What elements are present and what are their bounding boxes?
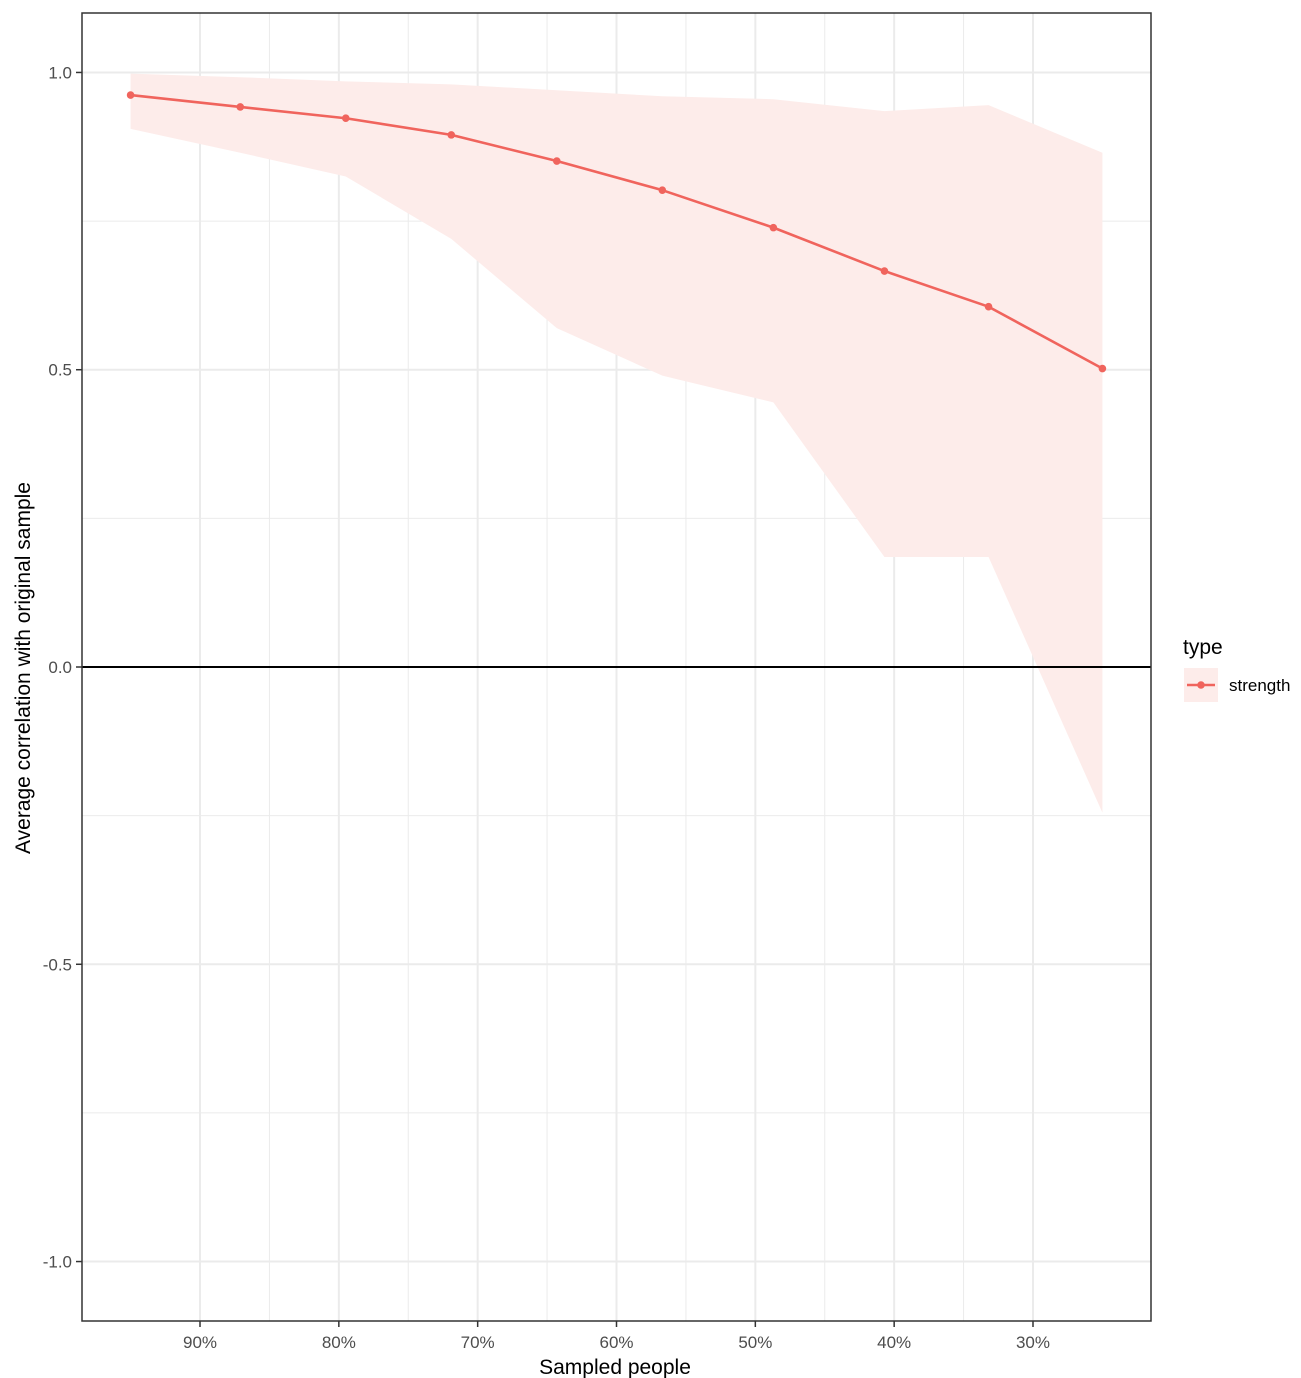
y-tick-label: -1.0 xyxy=(43,1253,72,1272)
legend-entry: strength xyxy=(1184,668,1290,702)
data-point xyxy=(769,223,778,232)
series-points xyxy=(126,91,1107,373)
data-point xyxy=(553,157,561,165)
confidence-band xyxy=(130,73,1103,813)
data-point xyxy=(447,131,456,139)
y-axis-ticks: 1.0 0.5 0.0 -0.5 -1.0 xyxy=(43,63,82,1272)
x-tick-label: 90% xyxy=(183,1333,217,1352)
x-tick-label: 60% xyxy=(599,1333,633,1352)
legend-label: strength xyxy=(1229,676,1290,695)
x-tick-label: 50% xyxy=(738,1333,772,1352)
ribbon-strength xyxy=(130,73,1103,813)
x-tick-label: 80% xyxy=(322,1333,356,1352)
x-axis-ticks: 90% 80% 70% 60% 50% 40% 30% xyxy=(183,1321,1050,1352)
x-axis-title: Sampled people xyxy=(539,1356,691,1378)
legend-entries: strength xyxy=(1184,668,1290,702)
legend-title: type xyxy=(1183,636,1223,659)
x-tick-label: 30% xyxy=(1016,1333,1050,1352)
y-tick-label: 0.0 xyxy=(48,658,72,677)
data-point xyxy=(341,114,350,123)
x-tick-label: 70% xyxy=(461,1333,495,1352)
series-lines xyxy=(130,93,1104,370)
line-strength xyxy=(130,93,1104,370)
y-tick-label: 0.5 xyxy=(48,361,72,380)
legend-key-point xyxy=(1197,681,1205,689)
y-tick-label: -0.5 xyxy=(43,955,72,974)
legend: type strength xyxy=(1183,636,1290,702)
data-point xyxy=(236,103,245,111)
y-tick-label: 1.0 xyxy=(48,63,72,82)
data-point xyxy=(1098,364,1107,373)
data-point xyxy=(984,302,993,311)
data-point xyxy=(126,91,135,99)
x-tick-label: 40% xyxy=(877,1333,911,1352)
y-axis-title: Average correlation with original sample xyxy=(12,482,35,854)
data-point xyxy=(880,267,889,275)
data-point xyxy=(658,186,667,194)
